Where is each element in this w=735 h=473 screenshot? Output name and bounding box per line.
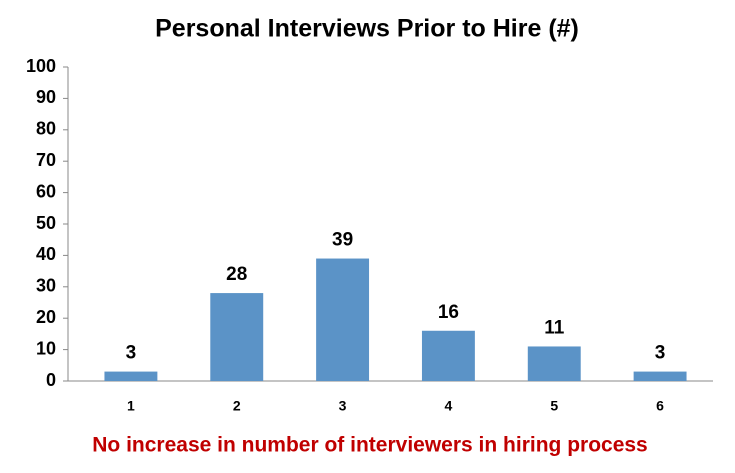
data-label: 3 xyxy=(655,343,666,364)
y-tick-label: 30 xyxy=(36,276,56,296)
y-tick-label: 40 xyxy=(36,244,56,264)
y-tick-label: 0 xyxy=(46,370,56,390)
data-label: 28 xyxy=(226,264,247,285)
bar xyxy=(210,293,264,381)
y-tick-label: 60 xyxy=(36,181,56,201)
y-tick-label: 70 xyxy=(36,150,56,170)
y-tick-label: 10 xyxy=(36,338,56,358)
annotation: No increase in number of interviewers in… xyxy=(92,434,648,457)
data-label: 11 xyxy=(544,317,565,338)
bar xyxy=(527,346,581,381)
x-tick-label: 4 xyxy=(445,398,453,414)
x-tick-label: 1 xyxy=(127,398,135,414)
data-label: 39 xyxy=(332,230,353,251)
bar xyxy=(633,371,687,381)
x-tick-label: 5 xyxy=(550,398,558,414)
bar xyxy=(421,330,475,381)
y-tick-label: 90 xyxy=(36,87,56,107)
data-label: 3 xyxy=(126,343,137,364)
y-tick-label: 20 xyxy=(36,307,56,327)
y-tick-label: 50 xyxy=(36,213,56,233)
chart-title: Personal Interviews Prior to Hire (#) xyxy=(155,15,579,43)
bar xyxy=(104,371,158,381)
bar xyxy=(316,258,370,381)
data-label: 16 xyxy=(438,302,459,323)
x-tick-label: 3 xyxy=(339,398,347,414)
y-tick-label: 80 xyxy=(36,119,56,139)
x-tick-label: 6 xyxy=(656,398,664,414)
x-tick-label: 2 xyxy=(233,398,241,414)
y-tick-label: 100 xyxy=(26,56,56,76)
